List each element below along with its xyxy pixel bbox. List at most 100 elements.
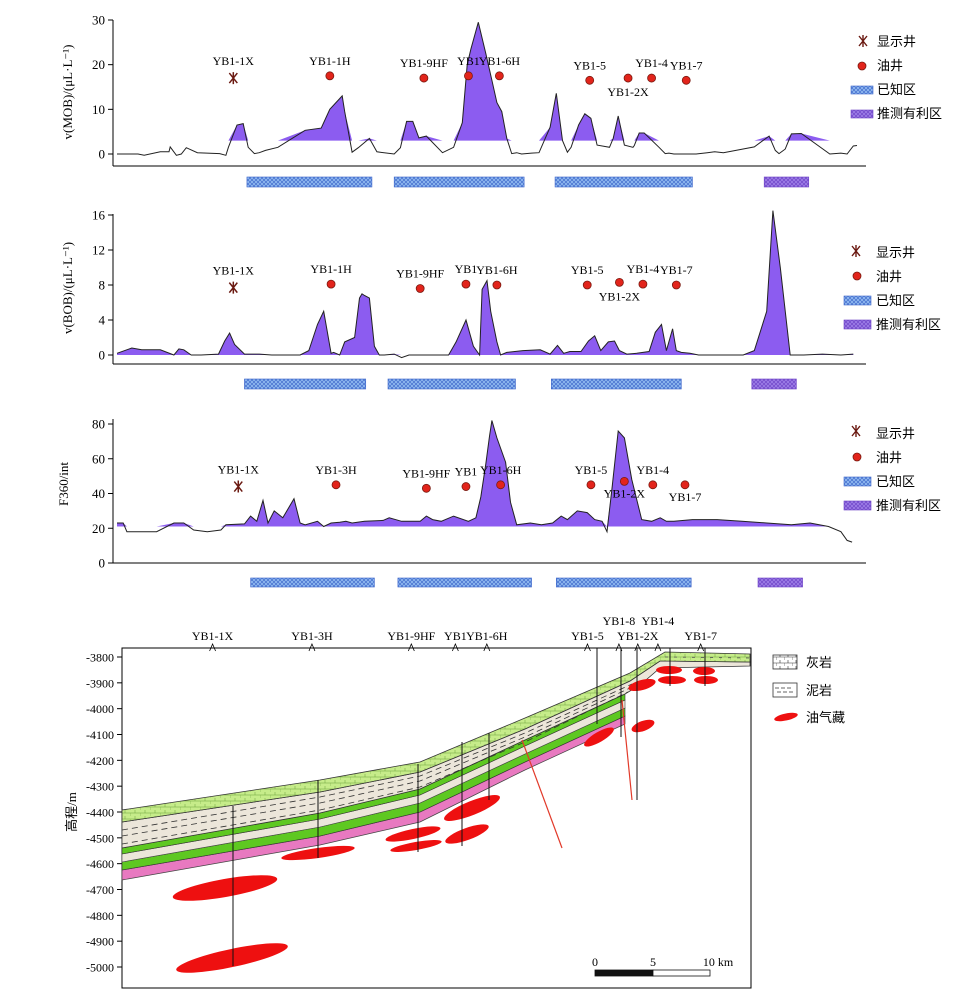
legend-show-well: 显示井 [876,426,915,441]
well-label: YB1-9HF [396,267,444,281]
y-tick-label: -4800 [86,909,114,923]
reservoir-lens [444,795,500,821]
known-zone-swatch [843,295,872,306]
oil-well-marker [638,279,648,289]
y-tick-label: -4300 [86,780,114,794]
reservoirs [172,666,718,973]
well-arrow [584,642,591,652]
y-tick-label: -4400 [86,806,114,820]
reservoir-lens [172,875,278,901]
well-label: YB1-7 [669,490,702,504]
y-tick-label: -4100 [86,728,114,742]
well-label: YB1-7 [660,263,693,277]
well-arrow [615,642,623,652]
known-zone-bar [244,378,367,390]
oil-well-marker [461,482,471,491]
well-label: YB1-6H [480,463,522,477]
legend-oil-well: 油井 [877,58,903,73]
known-zone-bar [250,577,375,588]
known-zone-bar [555,577,692,588]
y-tick-label: -4900 [86,935,114,949]
wellbores [232,648,706,966]
y-tick-label: 30 [92,13,105,28]
legend-known-zone: 已知区 [876,474,915,489]
oil-well-marker [680,480,690,490]
oil-well-marker [496,480,506,490]
legend-oil-well: 油井 [876,450,902,465]
well-arrow [407,642,415,652]
reservoir-lens [445,824,489,844]
legend-inferred-zone: 推测有利区 [877,106,942,121]
bob-zone-bars [244,378,797,390]
show-well-marker [233,480,243,493]
y-tick-label: -4000 [86,702,114,716]
known-zone-bar [246,176,373,188]
well-arrow [654,642,662,652]
well-label: YB1-9HF [402,466,450,480]
oil-well-icon [857,61,867,71]
fault-line-1 [521,739,563,849]
well-label: YB1-9HF [387,629,435,643]
y-tick-label: -3800 [86,651,114,665]
mudstone-dash-1 [121,687,631,837]
f360-wells: YB1-1X YB1-3H YB1-9HF YB1 YB1-6H YB1-5 YB1-2X Y… [218,463,702,504]
well-label: YB1-5 [571,629,604,643]
show-well-icon [858,35,868,47]
legend-known-zone: 已知区 [877,82,916,97]
scale-bar-white [652,969,711,977]
oil-well-marker [461,279,471,289]
mudstone-swatch [772,682,798,698]
well-label: YB1-6H [476,263,518,277]
well-label: YB1-5 [571,263,604,277]
cross-section-y-axis-label: 高程/m [64,792,79,832]
oil-well-icon [852,452,862,462]
bob-y-axis-label: v(BOB)/(μL·L⁻¹) [60,242,75,334]
well-label: YB1-1H [310,262,352,276]
mob-y-axis-label: v(MOB)/(μL·L⁻¹) [60,45,75,140]
bob-legend: 显示井 油井 已知区 推测有利区 [843,245,941,332]
oil-well-marker [586,480,596,490]
oil-well-marker [415,284,425,293]
show-well-label: YB1-1X [213,54,255,68]
oil-well-marker [494,71,504,81]
y-tick-label: 4 [99,313,106,328]
known-zone-bar [397,577,532,588]
oil-well-marker [619,476,629,486]
cross-section-y-ticks: -3800 -3900 -4000 -4100 -4200 -4300 -4400 -4500… [86,651,122,975]
scale-label-5: 5 [650,955,656,969]
bob-anomaly-area [117,210,854,355]
well-label: YB1-2X [599,289,641,303]
legend-oil-well: 油井 [876,269,902,284]
well-label: YB1-7 [670,58,703,72]
oil-well-marker [585,75,595,85]
well-label: YB1-4 [642,614,675,628]
well-arrow [483,642,491,652]
show-well-marker [228,281,238,294]
well-label: YB1-4 [627,262,660,276]
show-well-icon [851,245,861,257]
scale-label-10: 10 km [703,955,734,969]
well-label: YB1-4 [636,463,669,477]
strata [121,651,751,881]
well-label: YB1 [444,629,467,643]
mudstone-dash-3 [121,683,633,831]
well-arrow [452,642,459,652]
f360-legend: 显示井 油井 已知区 推测有利区 [843,425,941,513]
y-tick-label: 0 [99,348,106,363]
well-label: YB1-1X [192,629,234,643]
known-zone-bar [551,378,682,390]
y-tick-label: -4200 [86,754,114,768]
oil-well-marker [492,280,502,290]
mudstone-dash-2 [121,691,629,845]
y-tick-label: 0 [99,556,106,571]
well-label: YB1-5 [573,58,606,72]
oil-well-marker [671,280,681,290]
reservoir-lens [385,826,441,842]
well-label: YB1-6H [466,629,508,643]
legend-mudstone: 泥岩 [806,683,832,698]
y-tick-label: 20 [92,521,105,536]
show-well-marker [228,72,238,85]
oil-well-marker [681,75,691,85]
